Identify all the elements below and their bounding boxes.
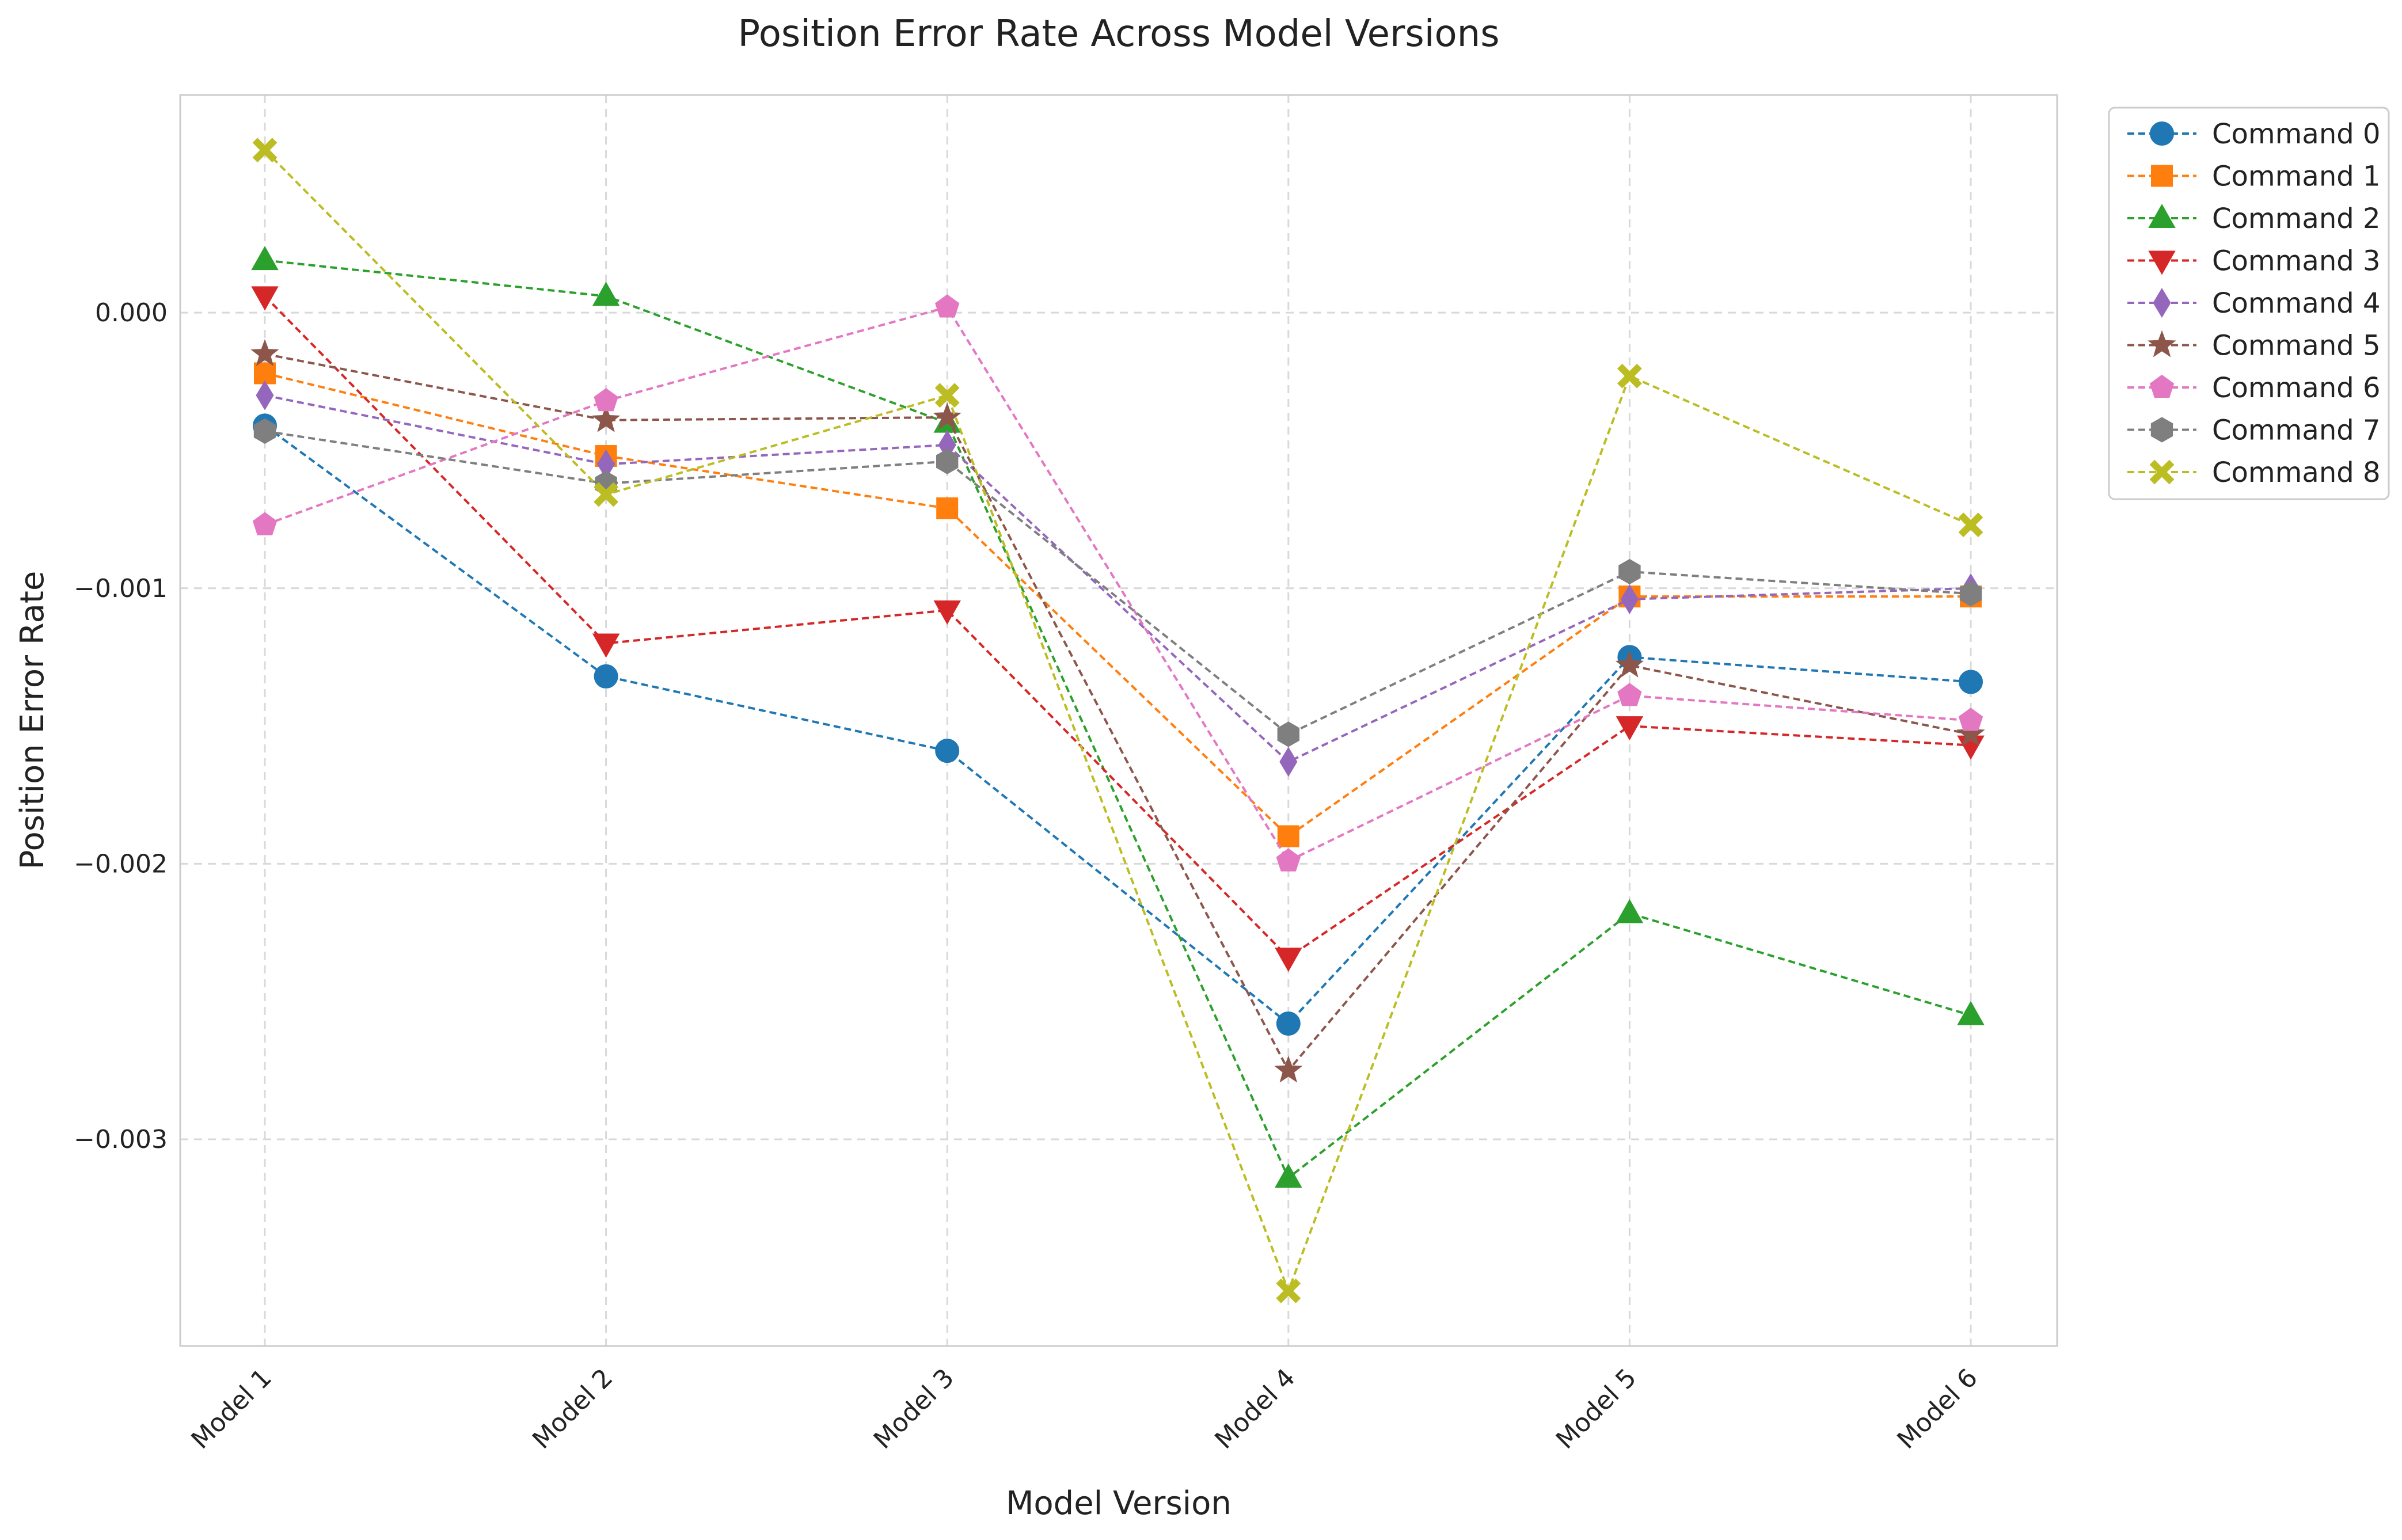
data-point	[252, 512, 278, 535]
data-point	[1274, 1055, 1303, 1083]
data-point	[1275, 948, 1302, 972]
data-point	[1616, 716, 1644, 741]
data-point	[1617, 363, 1642, 389]
legend-marker	[2149, 459, 2175, 485]
legend-marker	[2148, 330, 2176, 358]
data-point	[594, 482, 619, 507]
data-point	[250, 339, 279, 366]
legend-marker	[2148, 250, 2176, 275]
series-layer	[250, 138, 1985, 1303]
legend-marker	[2150, 121, 2174, 146]
data-point	[1616, 899, 1644, 923]
legend-label: Command 8	[2212, 457, 2381, 489]
legend-item: Command 3	[2127, 245, 2381, 277]
legend-label: Command 2	[2212, 203, 2381, 235]
legend-item: Command 1	[2127, 161, 2381, 193]
series-line	[264, 394, 1971, 763]
legend-marker	[2149, 374, 2175, 398]
series-line	[264, 306, 1971, 863]
data-point	[1959, 581, 1982, 607]
data-point	[935, 739, 960, 763]
data-point	[594, 388, 618, 412]
plot-frame	[179, 94, 2058, 1347]
series-command-8	[252, 138, 1983, 1303]
legend-item: Command 6	[2127, 372, 2381, 404]
legend-item: Command 2	[2127, 203, 2381, 235]
legend-box	[2108, 107, 2390, 500]
legend-label: Command 1	[2212, 161, 2381, 193]
series-command-6	[252, 294, 1983, 872]
data-point	[251, 286, 279, 311]
data-point	[591, 405, 621, 432]
data-point	[253, 418, 276, 444]
series-line	[264, 429, 1971, 736]
series-line	[264, 295, 1971, 959]
data-point	[1276, 1278, 1301, 1303]
data-point	[1615, 650, 1644, 678]
legend-label: Command 7	[2212, 415, 2381, 447]
data-point	[1958, 708, 1983, 731]
legend-label: Command 4	[2212, 287, 2381, 320]
data-point	[1620, 584, 1639, 614]
data-point	[936, 448, 959, 474]
data-point	[1276, 848, 1301, 872]
data-point	[1958, 512, 1983, 538]
legend-item: Command 8	[2127, 457, 2381, 489]
data-point	[1957, 1001, 1985, 1025]
data-point	[1277, 825, 1299, 847]
data-point	[256, 380, 274, 410]
data-point	[1279, 747, 1298, 777]
series-line	[264, 259, 1971, 1180]
legend: Command 0 Command 1 Command 2 Command 3 Comm…	[2108, 107, 2390, 500]
legend-marker	[2150, 417, 2173, 443]
data-point	[592, 282, 620, 306]
data-point	[594, 664, 618, 689]
chart-title: Position Error Rate Across Model Version…	[738, 13, 1499, 55]
data-point	[251, 246, 279, 271]
y-tick-label: −0.001	[74, 574, 168, 603]
data-point	[1276, 1011, 1301, 1036]
legend-label: Command 5	[2212, 330, 2381, 362]
series-line	[264, 424, 1971, 1025]
series-command-5	[250, 339, 1985, 1083]
legend-marker	[2151, 165, 2173, 187]
data-point	[252, 138, 278, 163]
data-point	[936, 497, 959, 519]
legend-item: Command 4	[2127, 287, 2381, 320]
series-line	[264, 149, 1971, 1294]
data-point	[1618, 558, 1641, 585]
data-point	[592, 633, 620, 658]
y-tick-label: −0.003	[74, 1125, 168, 1154]
x-axis-label: Model Version	[1006, 1485, 1232, 1522]
series-line	[264, 352, 1971, 1073]
legend-marker	[2148, 203, 2176, 228]
data-point	[1275, 1163, 1302, 1188]
legend-label: Command 0	[2212, 118, 2381, 150]
data-point	[1617, 683, 1642, 706]
y-axis-label: Position Error Rate	[14, 571, 51, 870]
legend-item: Command 7	[2127, 415, 2381, 447]
data-point	[1277, 721, 1299, 747]
legend-item: Command 0	[2127, 118, 2381, 150]
legend-label: Command 6	[2212, 372, 2381, 404]
y-tick-label: −0.002	[74, 849, 168, 879]
data-point	[935, 294, 960, 318]
data-point	[1956, 719, 1985, 747]
legend-marker	[2153, 288, 2171, 318]
y-tick-label: 0.000	[95, 298, 168, 328]
legend-label: Command 3	[2212, 245, 2381, 277]
data-point	[1959, 670, 1983, 694]
data-point	[934, 383, 960, 408]
data-point	[933, 600, 961, 625]
data-point	[933, 402, 961, 429]
legend-item: Command 5	[2127, 330, 2381, 362]
